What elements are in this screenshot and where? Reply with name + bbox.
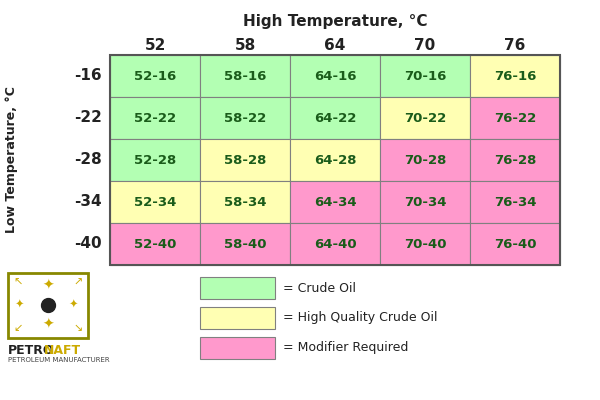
Text: -40: -40 <box>74 236 102 252</box>
Bar <box>380 55 470 97</box>
Text: ✦: ✦ <box>42 318 54 332</box>
Bar <box>470 139 560 181</box>
Text: PETRO: PETRO <box>8 344 55 357</box>
Text: 70-34: 70-34 <box>404 196 446 208</box>
Text: 70-22: 70-22 <box>404 112 446 124</box>
Text: 52-28: 52-28 <box>134 154 176 166</box>
Bar <box>290 223 380 265</box>
Text: ↙: ↙ <box>13 323 23 333</box>
Bar <box>200 97 290 139</box>
Text: 58: 58 <box>235 38 256 53</box>
Text: 76-16: 76-16 <box>494 70 536 82</box>
Bar <box>290 55 380 97</box>
Bar <box>470 223 560 265</box>
Bar <box>200 55 290 97</box>
Text: ↖: ↖ <box>13 278 23 288</box>
Text: ✦: ✦ <box>16 298 26 307</box>
Text: ↘: ↘ <box>73 323 83 333</box>
Text: 70: 70 <box>415 38 436 53</box>
Bar <box>380 139 470 181</box>
Text: ↗: ↗ <box>73 278 83 288</box>
Bar <box>110 139 200 181</box>
Bar <box>380 181 470 223</box>
Bar <box>200 337 275 359</box>
Text: 58-28: 58-28 <box>224 154 266 166</box>
Bar <box>110 97 200 139</box>
Text: = High Quality Crude Oil: = High Quality Crude Oil <box>283 312 437 324</box>
Bar <box>290 139 380 181</box>
Text: 76: 76 <box>505 38 526 53</box>
Text: 70-28: 70-28 <box>404 154 446 166</box>
Bar <box>110 223 200 265</box>
Bar <box>200 181 290 223</box>
Text: -28: -28 <box>74 152 102 168</box>
Bar <box>110 55 560 265</box>
Bar <box>110 55 200 97</box>
Bar <box>290 97 380 139</box>
Text: -16: -16 <box>74 68 102 84</box>
Text: High Temperature, °C: High Temperature, °C <box>243 14 427 29</box>
Text: 64-34: 64-34 <box>314 196 356 208</box>
Text: 64-40: 64-40 <box>314 238 356 250</box>
Bar <box>470 97 560 139</box>
Text: 52-40: 52-40 <box>134 238 176 250</box>
Text: 52-22: 52-22 <box>134 112 176 124</box>
Text: ✦: ✦ <box>70 298 80 307</box>
Text: 52: 52 <box>145 38 166 53</box>
Text: PETROLEUM MANUFACTURER: PETROLEUM MANUFACTURER <box>8 357 110 363</box>
Text: 76-28: 76-28 <box>494 154 536 166</box>
Text: 58-34: 58-34 <box>224 196 266 208</box>
Text: ✦: ✦ <box>42 279 54 293</box>
Text: 70-16: 70-16 <box>404 70 446 82</box>
Text: 58-16: 58-16 <box>224 70 266 82</box>
Bar <box>290 181 380 223</box>
Text: = Modifier Required: = Modifier Required <box>283 342 409 354</box>
Bar <box>380 223 470 265</box>
Bar <box>200 139 290 181</box>
Text: 52-34: 52-34 <box>134 196 176 208</box>
Bar <box>200 277 275 299</box>
Bar <box>110 181 200 223</box>
Bar <box>200 307 275 329</box>
Text: 58-40: 58-40 <box>224 238 266 250</box>
Bar <box>200 223 290 265</box>
Text: NAFT: NAFT <box>44 344 81 357</box>
Text: 76-34: 76-34 <box>494 196 536 208</box>
Text: 76-22: 76-22 <box>494 112 536 124</box>
Bar <box>380 97 470 139</box>
Bar <box>470 55 560 97</box>
Text: 64: 64 <box>325 38 346 53</box>
Text: 64-16: 64-16 <box>314 70 356 82</box>
Text: 52-16: 52-16 <box>134 70 176 82</box>
Text: 76-40: 76-40 <box>494 238 536 250</box>
Text: -22: -22 <box>74 110 102 126</box>
Text: 64-28: 64-28 <box>314 154 356 166</box>
Text: = Crude Oil: = Crude Oil <box>283 282 356 294</box>
Text: Low Temperature, °C: Low Temperature, °C <box>5 86 19 234</box>
Bar <box>470 181 560 223</box>
Text: 64-22: 64-22 <box>314 112 356 124</box>
Text: 70-40: 70-40 <box>404 238 446 250</box>
Bar <box>8 273 88 338</box>
Text: -34: -34 <box>74 194 102 210</box>
Text: 58-22: 58-22 <box>224 112 266 124</box>
